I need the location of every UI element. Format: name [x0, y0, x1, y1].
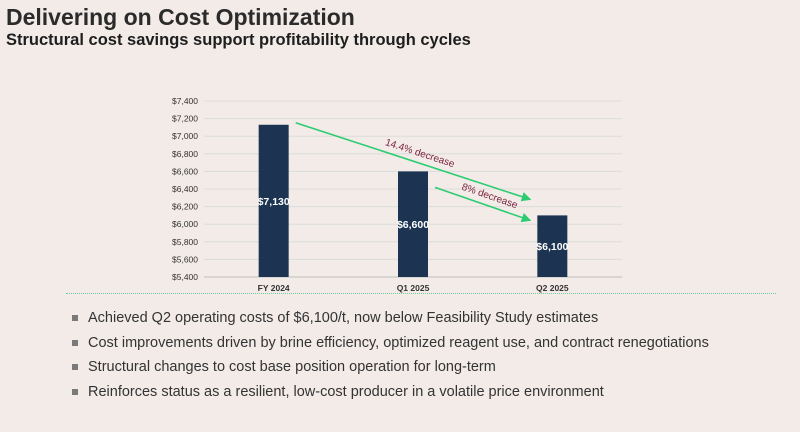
cost-per-tonne-bar-chart: $5,400 $5,600 $5,800 $6,000 $6,200 $6,400 $6,6…: [172, 96, 622, 293]
bullet-item: Reinforces status as a resilient, low-co…: [72, 380, 709, 405]
decrease-arrow: [295, 121, 532, 202]
x-category-label: Q2 2025: [536, 283, 569, 293]
x-category-label: FY 2024: [258, 283, 290, 293]
bullet-item: Cost improvements driven by brine effici…: [72, 331, 709, 356]
y-tick-label: $6,600: [172, 166, 198, 176]
bullet-text: Structural changes to cost base position…: [88, 359, 496, 376]
y-tick-label: $7,200: [172, 114, 198, 124]
slide-subtitle: Structural cost savings support profitab…: [6, 31, 471, 49]
square-bullet-icon: [72, 315, 78, 322]
y-tick-label: $5,600: [172, 254, 198, 264]
bar-data-label: $7,130: [258, 196, 290, 208]
bullet-text: Reinforces status as a resilient, low-co…: [88, 383, 604, 400]
y-tick-label: $6,200: [172, 202, 198, 212]
bar-data-label: $6,100: [536, 241, 568, 253]
square-bullet-icon: [72, 364, 78, 371]
decrease-arrow: [434, 186, 532, 223]
key-points-list: Achieved Q2 operating costs of $6,100/t,…: [72, 306, 709, 404]
bar: [537, 215, 568, 277]
y-tick-label: $7,400: [172, 96, 198, 106]
square-bullet-icon: [72, 339, 78, 346]
bullet-text: Achieved Q2 operating costs of $6,100/t,…: [88, 310, 599, 327]
section-divider: [66, 293, 776, 294]
y-tick-label: $6,800: [172, 149, 198, 159]
bar: [398, 171, 428, 277]
y-tick-label: $5,400: [172, 272, 198, 282]
bullet-item: Structural changes to cost base position…: [72, 355, 709, 380]
square-bullet-icon: [72, 388, 78, 395]
bar: [258, 124, 289, 277]
y-tick-label: $6,400: [172, 184, 198, 194]
y-tick-label: $7,000: [172, 131, 198, 141]
y-tick-label: $5,800: [172, 237, 198, 247]
slide-title: Delivering on Cost Optimization: [6, 4, 355, 30]
x-category-label: Q1 2025: [397, 283, 430, 293]
y-tick-label: $6,000: [172, 219, 198, 229]
bullet-item: Achieved Q2 operating costs of $6,100/t,…: [72, 306, 709, 331]
bullet-text: Cost improvements driven by brine effici…: [88, 334, 709, 351]
bar-data-label: $6,600: [397, 219, 429, 231]
